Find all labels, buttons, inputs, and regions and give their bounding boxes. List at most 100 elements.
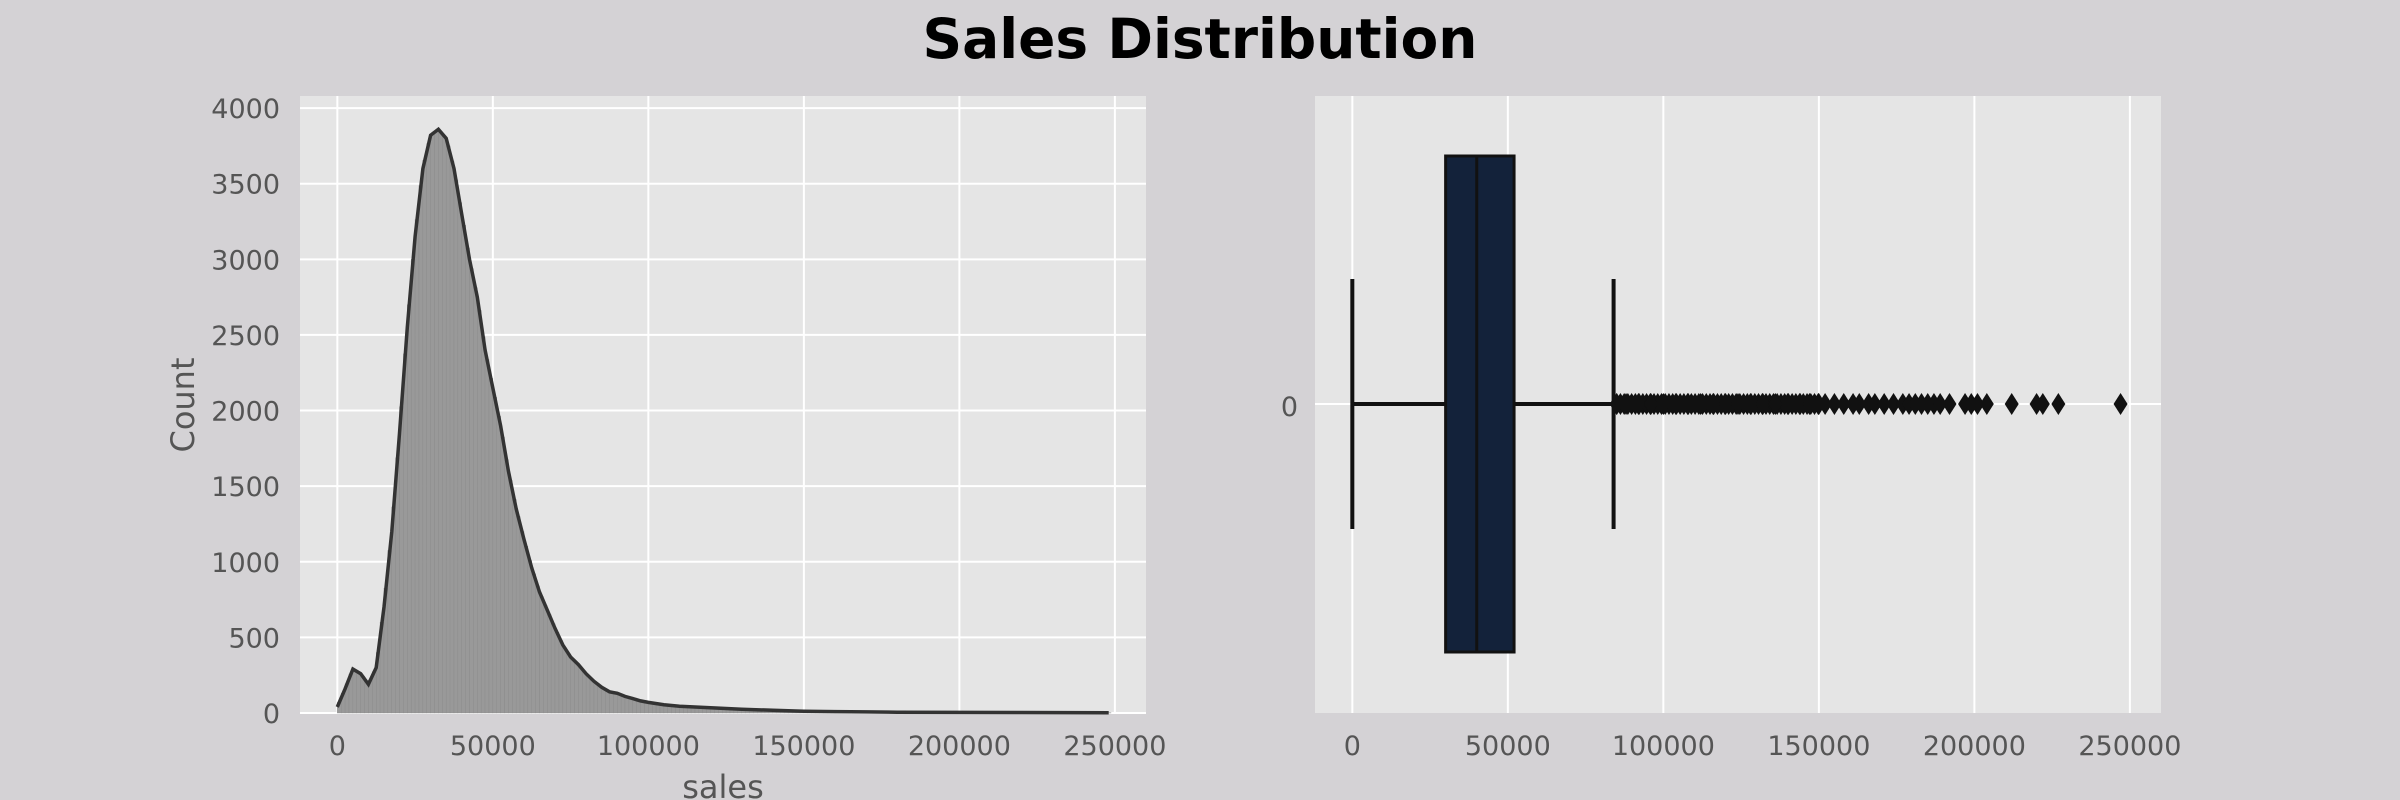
histogram-bar xyxy=(461,225,466,714)
histogram-bar xyxy=(453,179,459,714)
histogram-bar xyxy=(465,247,470,714)
boxplot-outlier xyxy=(1886,393,1901,415)
histogram-x-tick-label: 50000 xyxy=(450,731,536,762)
histogram-bar xyxy=(597,685,602,714)
histogram-bar xyxy=(531,573,536,714)
boxplot-x-tick-label: 50000 xyxy=(1465,731,1551,762)
histogram-bar xyxy=(434,130,439,714)
histogram-bar xyxy=(418,185,424,714)
histogram-x-tick-label: 100000 xyxy=(597,731,700,762)
histogram-bar xyxy=(477,310,482,714)
histogram-x-tick-label: 0 xyxy=(329,731,346,762)
boxplot-outlier xyxy=(1793,393,1808,415)
histogram-bar xyxy=(523,546,529,714)
histogram-bar xyxy=(566,653,571,714)
histogram-bar xyxy=(527,560,532,714)
boxplot-outlier xyxy=(1656,393,1671,415)
boxplot-box xyxy=(1444,154,1516,654)
histogram-y-tick-label: 1000 xyxy=(211,548,280,579)
histogram-y-tick-label: 0 xyxy=(263,699,280,730)
boxplot-category-label: 0 xyxy=(1281,392,1298,423)
histogram-bar xyxy=(519,531,525,714)
histogram-bar xyxy=(582,671,587,714)
histogram-bar xyxy=(414,219,420,714)
histogram-bar xyxy=(535,585,540,714)
histogram-y-tick-label: 4000 xyxy=(211,94,280,125)
histogram-bar xyxy=(562,647,567,714)
histogram-x-tick-labels: 0 50000 100000 150000 200000 250000 xyxy=(329,731,1167,762)
histogram-bar xyxy=(628,697,634,714)
boxplot-outlier xyxy=(2004,393,2019,415)
histogram-y-tick-label: 500 xyxy=(228,623,280,654)
histogram-bar xyxy=(445,145,451,714)
histogram-bar xyxy=(508,480,513,714)
histogram-bar xyxy=(620,695,626,714)
histogram-bar xyxy=(601,688,606,714)
histogram-bar xyxy=(360,676,365,714)
histogram-x-axis-label: sales xyxy=(682,768,764,800)
boxplot-x-tick-label: 200000 xyxy=(1923,731,2026,762)
histogram-bar xyxy=(539,596,544,714)
boxplot-x-tick-label: 150000 xyxy=(1767,731,1870,762)
histogram-bar xyxy=(496,416,501,714)
boxplot-outlier xyxy=(1668,393,1683,415)
boxplot-outlier xyxy=(1643,393,1658,415)
histogram-bar xyxy=(624,696,630,714)
boxplot-outlier xyxy=(2113,393,2128,415)
histogram-bar xyxy=(422,160,427,714)
histogram-x-tick-label: 150000 xyxy=(752,731,855,762)
boxplot-outlier xyxy=(1827,393,1842,415)
histogram-bar xyxy=(457,202,462,714)
boxplot-outlier xyxy=(1619,393,1634,415)
histogram-bar xyxy=(585,675,591,714)
boxplot-outlier xyxy=(1731,393,1745,415)
histogram-bar xyxy=(488,378,494,714)
figure-title: Sales Distribution xyxy=(923,7,1478,71)
boxplot-outlier xyxy=(1743,393,1758,415)
histogram-bar xyxy=(473,287,478,714)
histogram-bar xyxy=(484,359,490,714)
histogram-bar xyxy=(515,516,521,714)
histogram-bar xyxy=(352,670,357,714)
histogram-y-tick-label: 3000 xyxy=(211,245,280,276)
boxplot-panel: 0 50000 100000 150000 200000 250000 0 xyxy=(1281,96,2182,762)
histogram-x-tick-label: 200000 xyxy=(908,731,1011,762)
histogram-y-tick-labels: 0 500 1000 1500 2000 2500 3000 3500 4000 xyxy=(211,94,280,730)
histogram-bar xyxy=(605,690,610,714)
histogram-bar xyxy=(589,679,595,714)
histogram-y-axis-label: Count xyxy=(164,357,202,452)
boxplot-outlier xyxy=(1780,393,1795,415)
histogram-bar xyxy=(426,143,431,714)
histogram-bar xyxy=(504,459,509,714)
histogram-bar xyxy=(500,436,505,714)
histogram-panel: 0 50000 100000 150000 200000 250000 0 500 1000 1… xyxy=(164,94,1166,800)
boxplot-outlier xyxy=(1631,393,1646,415)
boxplot-outlier xyxy=(1852,393,1867,415)
boxplot-outlier xyxy=(1802,393,1817,415)
histogram-bar xyxy=(438,131,443,714)
boxplot-outlier xyxy=(1693,393,1708,415)
histogram-bar xyxy=(558,640,564,714)
histogram-bar xyxy=(570,658,575,714)
boxplot-shapes xyxy=(1350,154,1616,654)
boxplot-x-tick-labels: 0 50000 100000 150000 200000 250000 xyxy=(1344,731,2182,762)
histogram-bar xyxy=(399,406,404,714)
histogram-bar xyxy=(554,632,560,714)
boxplot-outliers xyxy=(1609,393,2128,415)
boxplot-outlier xyxy=(2035,393,2050,415)
boxplot-x-tick-label: 100000 xyxy=(1612,731,1715,762)
histogram-kde-line xyxy=(335,126,1109,715)
histogram-bar xyxy=(403,353,408,714)
histogram-bar xyxy=(543,605,548,714)
histogram-bar xyxy=(613,692,618,714)
histogram-bar xyxy=(492,397,497,714)
histogram-bar xyxy=(512,499,517,714)
histogram-bar xyxy=(593,682,599,714)
boxplot-x-tick-label: 250000 xyxy=(2078,731,2181,762)
boxplot-outlier xyxy=(1979,393,1994,415)
histogram-bar xyxy=(356,672,361,714)
histogram-x-tick-label: 250000 xyxy=(1063,731,1166,762)
boxplot-outlier xyxy=(1609,393,1624,415)
boxplot-outlier xyxy=(1867,393,1882,415)
